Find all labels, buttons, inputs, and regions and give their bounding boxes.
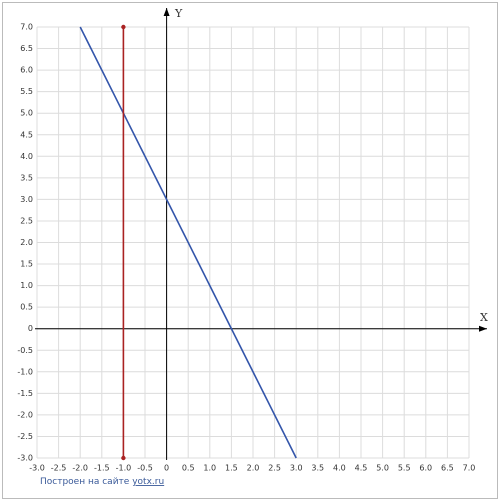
- y-tick-label: 4.0: [20, 152, 33, 161]
- x-axis-arrow: [479, 325, 487, 332]
- y-tick-label: 5.0: [20, 109, 33, 118]
- x-tick-label: 4.5: [355, 464, 368, 473]
- x-tick-label: 1.5: [225, 464, 238, 473]
- y-tick-label: 7.0: [20, 23, 33, 32]
- y-tick-label: 6.0: [20, 66, 33, 75]
- x-tick-label: 1.0: [203, 464, 216, 473]
- x-tick-label: 5.5: [398, 464, 411, 473]
- x-tick-label: -2.0: [72, 464, 88, 473]
- x-tick-label: 6.5: [441, 464, 454, 473]
- footer-link[interactable]: yotx.ru: [132, 477, 164, 487]
- x-tick-label: 0.5: [182, 464, 195, 473]
- x-axis-label: X: [480, 311, 488, 324]
- point: [121, 455, 126, 461]
- x-tick-label: 3.0: [290, 464, 303, 473]
- x-tick-label: 4.0: [333, 464, 346, 473]
- x-tick-label: 2.5: [268, 464, 281, 473]
- x-tick-label: 7.0: [463, 464, 476, 473]
- y-axis-arrow: [163, 8, 170, 16]
- y-tick-label: 2.5: [20, 216, 33, 225]
- y-tick-label: 5.5: [20, 87, 33, 96]
- y-tick-label: -1.5: [17, 389, 33, 398]
- y-tick-label: 0: [28, 324, 33, 333]
- x-tick-label: -2.5: [51, 464, 67, 473]
- x-tick-label: 0: [164, 464, 169, 473]
- y-tick-label: 6.5: [20, 44, 33, 53]
- y-tick-label: -2.5: [17, 432, 33, 441]
- y-tick-label: -1.0: [17, 367, 33, 376]
- x-tick-label: 3.5: [311, 464, 324, 473]
- x-tick-label: -0.5: [137, 464, 153, 473]
- y-tick-label: 3.0: [20, 195, 33, 204]
- y-tick-label: 3.5: [20, 173, 33, 182]
- x-tick-label: 5.0: [376, 464, 389, 473]
- x-tick-label: 6.0: [419, 464, 432, 473]
- series-line: [79, 26, 297, 459]
- y-axis-label: Y: [174, 7, 183, 20]
- y-tick-label: -2.0: [17, 410, 33, 419]
- y-tick-label: -3.0: [17, 454, 33, 463]
- y-tick-label: 1.0: [20, 281, 33, 290]
- footer-caption: Построен на сайте: [40, 477, 130, 487]
- y-tick-label: -0.5: [17, 346, 33, 355]
- x-tick-label: -3.0: [29, 464, 45, 473]
- y-tick-label: 0.5: [20, 303, 33, 312]
- x-tick-label: 2.0: [247, 464, 260, 473]
- y-tick-label: 1.5: [20, 260, 33, 269]
- y-tick-label: 2.0: [20, 238, 33, 247]
- footer-text: Построен на сайте yotx.ru: [40, 477, 164, 487]
- x-tick-label: -1.5: [94, 464, 110, 473]
- y-tick-label: 4.5: [20, 130, 33, 139]
- point: [121, 24, 126, 30]
- x-tick-label: -1.0: [116, 464, 132, 473]
